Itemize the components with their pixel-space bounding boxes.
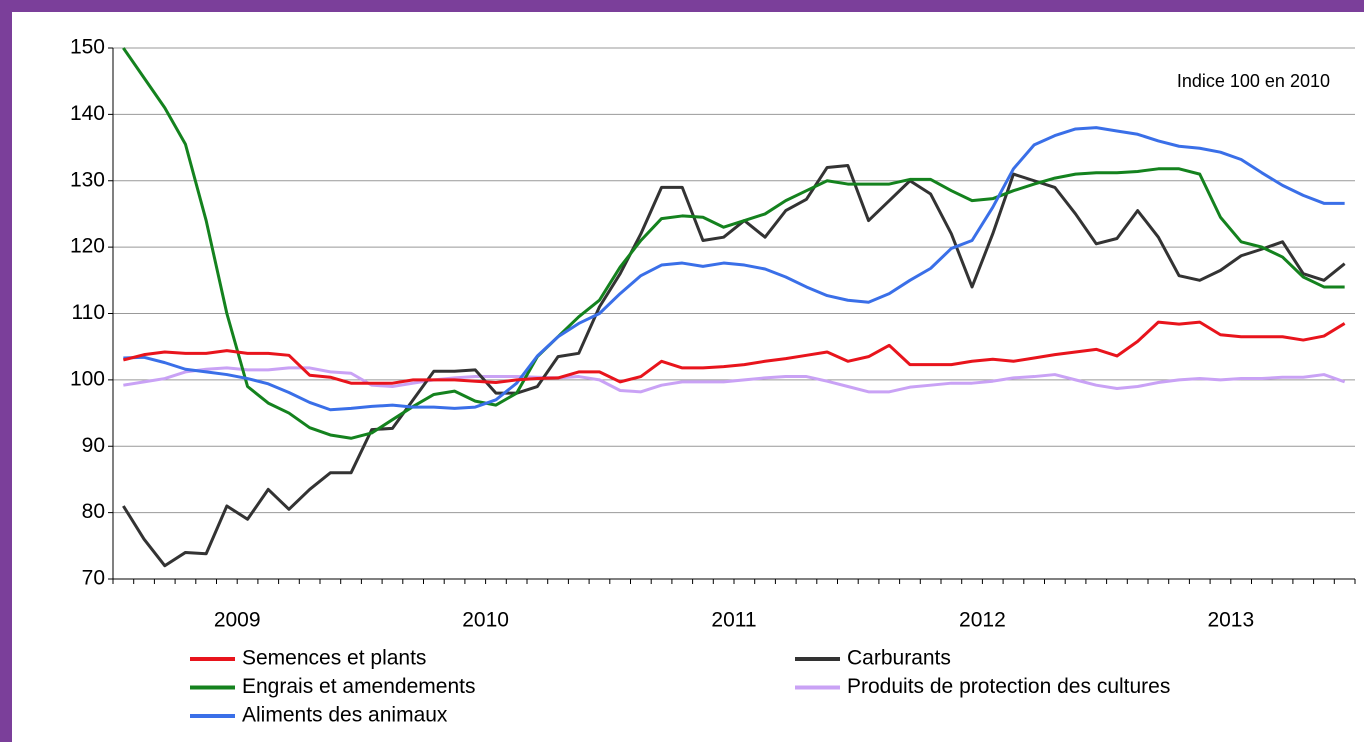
series-line [122,320,1346,385]
legend-label: Produits de protection des cultures [847,675,1170,698]
x-tick-label: 2009 [214,609,261,632]
y-tick-label: 120 [70,235,105,258]
series-line [122,163,1346,568]
y-tick-label: 130 [70,168,105,191]
y-tick-label: 70 [82,567,105,590]
legend-label: Engrais et amendements [242,675,475,698]
x-tick-label: 2012 [959,609,1006,632]
x-tick-label: 2013 [1207,609,1254,632]
y-tick-label: 140 [70,102,105,125]
x-tick-label: 2011 [711,609,756,632]
y-tick-label: 80 [82,500,105,523]
x-tick-label: 2010 [462,609,509,632]
y-tick-label: 90 [82,434,105,457]
panel [12,12,1364,742]
legend-label: Aliments des animaux [242,704,448,727]
y-tick-label: 110 [72,301,105,324]
series-line [123,366,1346,394]
series-line [123,126,1345,412]
legend-label: Carburants [847,647,951,670]
series-line [122,47,1345,440]
legend-label: Semences et plants [242,647,426,670]
y-tick-label: 150 [70,36,105,59]
annotation: Indice 100 en 2010 [1177,71,1330,91]
y-tick-label: 100 [70,367,105,390]
